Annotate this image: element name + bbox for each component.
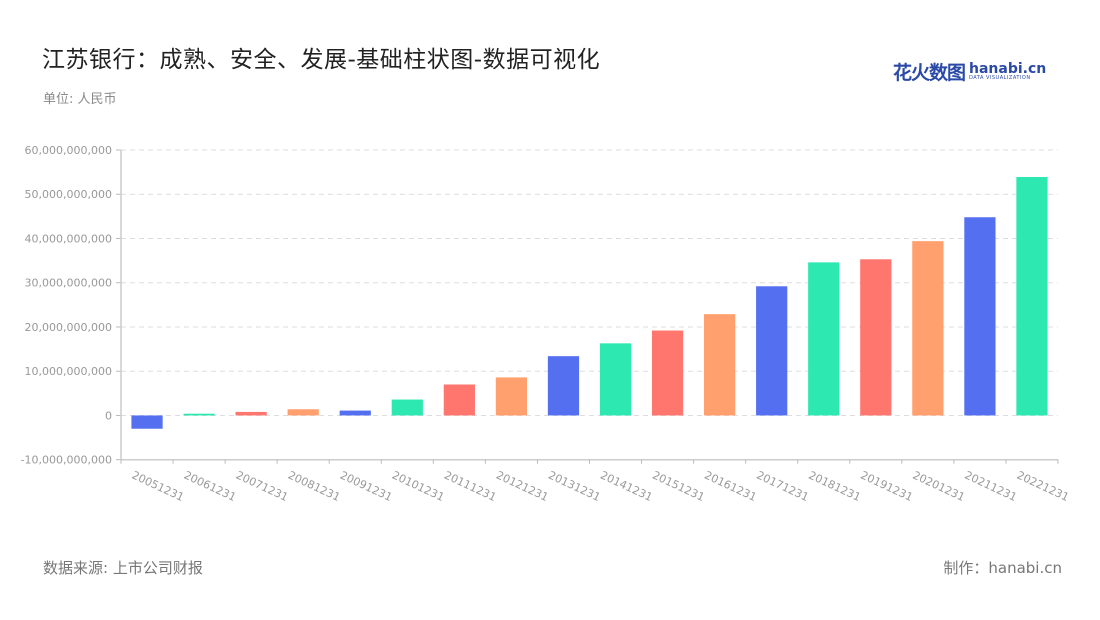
data-source: 数据来源: 上市公司财报 [43,559,203,577]
x-tick-label: 20051231 [130,469,186,504]
bar-20191231[interactable] [860,259,892,416]
bar-20211231[interactable] [964,217,996,416]
x-tick-label: 20091231 [338,469,394,504]
bar-20171231[interactable] [756,286,788,416]
unit-label: 单位: 人民币 [43,92,117,107]
y-tick-label: 60,000,000,000 [25,144,112,157]
credit: 制作：hanabi.cn [943,559,1062,577]
bar-20071231[interactable] [235,411,267,416]
x-tick-label: 20191231 [859,469,915,504]
bar-20141231[interactable] [599,343,632,416]
x-tick-label: 20061231 [182,469,238,504]
bar-20111231[interactable] [443,384,475,416]
bar-20151231[interactable] [651,330,684,416]
bar-20181231[interactable] [808,262,840,416]
x-tick-label: 20201231 [911,469,967,504]
bar-20051231[interactable] [131,415,163,429]
x-tick-label: 20101231 [390,469,446,504]
logo-en-text: hanabi.cn [969,61,1047,77]
y-tick-label: 0 [105,409,112,422]
bar-20061231[interactable] [183,413,215,416]
x-tick-label: 20151231 [650,469,706,504]
x-tick-label: 20111231 [442,469,498,504]
y-tick-label: 10,000,000,000 [25,365,112,378]
bar-20201231[interactable] [912,241,944,416]
chart-title: 江苏银行：成熟、安全、发展-基础柱状图-数据可视化 [42,47,601,73]
bar-20161231[interactable] [704,314,736,416]
hanabi-logo: 花火数图 hanabi.cn DATA VISUALIZATION [893,58,1046,85]
x-tick-label: 20081231 [286,469,342,504]
y-tick-label: 50,000,000,000 [25,188,112,201]
bar-20081231[interactable] [287,409,319,416]
logo-en: hanabi.cn DATA VISUALIZATION [969,62,1046,81]
bar-20091231[interactable] [339,410,371,416]
bars [131,176,1048,429]
y-tick-label: 20,000,000,000 [25,321,112,334]
bar-20121231[interactable] [495,377,528,416]
x-tick-label: 20141231 [598,469,654,504]
y-tick-label: 30,000,000,000 [25,277,112,290]
logo-cn-text: 花火数图 [893,62,966,84]
bar-20101231[interactable] [391,399,423,416]
gridlines [121,149,1058,416]
x-axis: 2005123120061231200712312008123120091231… [120,458,1071,504]
y-axis: -10,000,000,000 0 10,000,000,000 20,000,000… [21,144,122,467]
x-tick-label: 20161231 [702,469,758,504]
logo-en-sub: DATA VISUALIZATION [969,75,1031,81]
x-tick-label: 20181231 [806,469,862,504]
x-tick-label: 20171231 [754,469,810,504]
bar-20221231[interactable] [1016,176,1048,416]
y-tick-label: -10,000,000,000 [21,454,112,467]
x-tick-label: 20121231 [494,469,550,504]
x-tick-label: 20071231 [234,469,290,504]
bar-20131231[interactable] [547,356,580,416]
x-tick-label: 20131231 [546,469,602,504]
y-tick-label: 40,000,000,000 [25,232,112,245]
x-tick-label: 20221231 [1015,469,1071,504]
x-tick-label: 20211231 [963,469,1019,504]
